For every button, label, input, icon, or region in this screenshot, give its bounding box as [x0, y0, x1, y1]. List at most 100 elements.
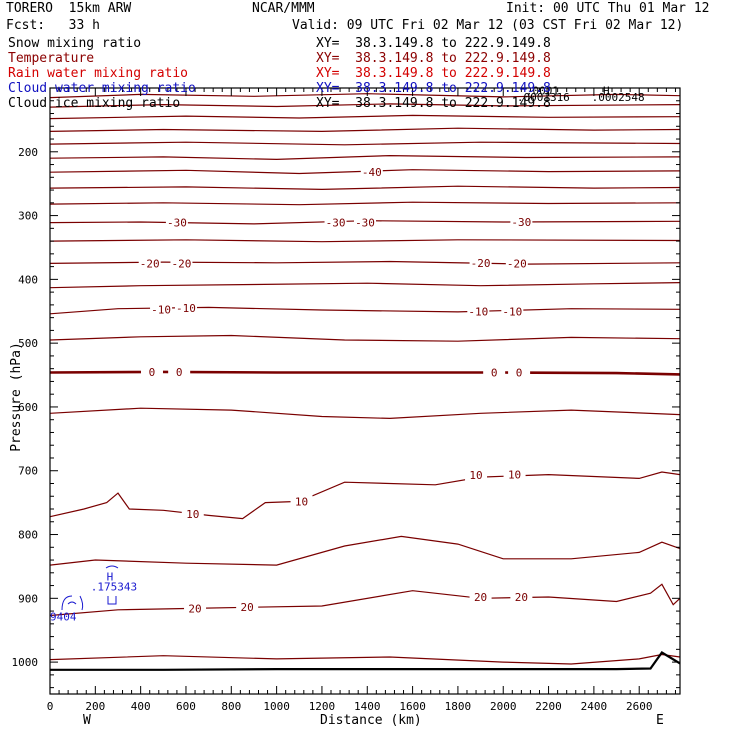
contour-label-bg-8	[505, 257, 528, 270]
contour-label-bg-21	[184, 602, 207, 615]
x-tick-label-1200: 1200	[309, 700, 336, 713]
forecast-hour: Fcst: 33 h	[6, 18, 100, 33]
contour-label-bg-13	[140, 365, 163, 378]
plot-border	[49, 87, 681, 695]
west-label: W	[83, 713, 91, 728]
contour-label-9: -10	[151, 303, 171, 316]
legend-rain-xy: XY= 38.3.149.8 to 222.9.149.8	[316, 66, 551, 81]
x-tick-label-800: 800	[221, 700, 241, 713]
y-tick-label-300: 300	[18, 210, 38, 223]
contour-label-bg-16	[508, 366, 531, 379]
isotherm-line-2	[49, 114, 681, 120]
cloud-water-label-2: 9404	[50, 611, 77, 624]
isotherm-line-12	[49, 282, 681, 289]
org-name: NCAR/MMM	[252, 1, 315, 16]
cloud-water-annotations: H.175343 9404	[50, 565, 137, 624]
contour-label-bg-4	[510, 215, 533, 228]
contour-label-12: -10	[502, 305, 522, 318]
cloud-ice-label-2: .0001316	[517, 91, 570, 104]
east-label: E	[656, 713, 664, 728]
legend-snow: Snow mixing ratio	[8, 36, 142, 51]
contour-label-bg-14	[168, 365, 191, 378]
x-tick-label-0: 0	[47, 700, 54, 713]
contour-label-23: 20	[474, 591, 487, 604]
isotherm-line-9	[49, 220, 681, 225]
y-tick-label-900: 900	[18, 592, 38, 605]
isotherm-line-1	[49, 103, 681, 108]
isotherm-line-4	[49, 141, 681, 146]
contour-label-bg-2	[324, 216, 347, 229]
y-axis-title: Pressure (hPa)	[9, 342, 24, 452]
contour-label-18: 10	[508, 469, 521, 482]
x-tick-label-600: 600	[176, 700, 196, 713]
init-time: Init: 00 UTC Thu 01 Mar 12	[506, 1, 710, 16]
contour-label-bg-20	[181, 508, 204, 521]
contour-label-bg-9	[150, 303, 173, 316]
model-name: TORERO 15km ARW	[6, 1, 132, 16]
contour-label-bg-3	[354, 216, 376, 229]
isotherm-line-3	[49, 127, 681, 133]
isotherm-lines	[49, 93, 681, 665]
isotherm-line-20	[49, 653, 681, 665]
x-tick-label-1600: 1600	[399, 700, 426, 713]
contour-label-bg-18	[503, 468, 526, 481]
contour-label-2: -30	[326, 217, 346, 230]
contour-label-6: -20	[172, 257, 192, 270]
isotherm-line-15	[49, 370, 681, 376]
contour-label-16: 0	[516, 367, 523, 380]
cloud-ice-label-0: H	[603, 84, 610, 97]
contour-label-5: -20	[140, 257, 160, 270]
isotherm-line-18	[49, 535, 681, 566]
x-tick-label-200: 200	[85, 700, 105, 713]
contour-label-bg-12	[501, 305, 524, 318]
y-tick-label-400: 400	[18, 273, 38, 286]
contour-label-20: 10	[186, 508, 199, 521]
contour-label-15: 0	[491, 367, 498, 380]
contour-label-bg-10	[174, 302, 197, 315]
plot-frame	[49, 87, 681, 695]
contour-label-7: -20	[471, 257, 491, 270]
x-tick-label-400: 400	[131, 700, 151, 713]
contour-label-1: -30	[167, 217, 187, 230]
cloud-water-contour-left	[61, 595, 84, 611]
y-tick-label-700: 700	[18, 465, 38, 478]
contour-label-bg-24	[510, 591, 533, 604]
contour-label-bg-6	[170, 257, 193, 270]
legend-cloud-water-xy: XY= 38.3.149.8 to 222.9.149.8	[316, 81, 551, 96]
contour-label-bg-1	[165, 216, 188, 229]
axis-ticks: 0 200 400 600 800 1000 1200 1400 1600 1800 2000 220…	[12, 88, 680, 713]
cloud-ice-label-3: .0001	[526, 84, 559, 97]
legend-cloud-ice-xy: XY= 38.3.149.8 to 222.9.149.8	[316, 96, 551, 111]
isotherm-line-6	[49, 169, 681, 175]
contour-label-14: 0	[176, 366, 183, 379]
isotherm-line-13	[49, 306, 681, 315]
contour-label-0: -40	[362, 166, 382, 179]
terrain-profile	[50, 651, 681, 671]
terrain-line	[50, 651, 681, 671]
contour-label-bg-19	[290, 495, 313, 508]
isotherm-line-14	[49, 334, 681, 342]
isotherm-line-16	[49, 407, 681, 420]
contour-label-22: 20	[241, 601, 254, 614]
x-tick-label-1800: 1800	[445, 700, 472, 713]
x-tick-label-1000: 1000	[263, 700, 290, 713]
isotherm-line-5	[49, 154, 681, 161]
cloud-ice-annotations: H.0002548 .0001316.0001	[517, 84, 645, 103]
legend-temperature: Temperature	[8, 51, 95, 66]
contour-label-bg-0	[360, 166, 383, 179]
x-tick-label-2400: 2400	[581, 700, 608, 713]
y-tick-label-600: 600	[18, 401, 38, 414]
cloud-water-label-1: .175343	[91, 581, 137, 594]
isotherm-line-19	[49, 583, 681, 617]
cloud-water-label-0: H	[107, 570, 114, 583]
y-tick-label-800: 800	[18, 529, 38, 542]
legend-snow-xy: XY= 38.3.149.8 to 222.9.149.8	[316, 36, 551, 51]
contour-label-19: 10	[295, 495, 308, 508]
x-tick-label-1400: 1400	[354, 700, 381, 713]
contour-label-8: -20	[507, 257, 527, 270]
contour-label-10: -10	[176, 302, 196, 315]
contour-label-bg-15	[483, 366, 506, 379]
y-tick-label-1000: 1000	[12, 656, 39, 669]
isotherm-line-17	[49, 471, 681, 520]
contour-label-bg-5	[138, 257, 161, 270]
